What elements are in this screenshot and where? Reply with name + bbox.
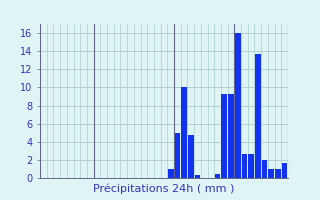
Bar: [221, 94, 227, 178]
Bar: [268, 169, 274, 178]
Bar: [168, 169, 173, 178]
Bar: [275, 169, 281, 178]
Bar: [255, 54, 261, 178]
X-axis label: Précipitations 24h ( mm ): Précipitations 24h ( mm ): [93, 184, 235, 194]
Bar: [195, 175, 200, 178]
Bar: [282, 163, 287, 178]
Bar: [215, 174, 220, 178]
Bar: [262, 160, 268, 178]
Bar: [188, 135, 194, 178]
Bar: [174, 133, 180, 178]
Bar: [242, 154, 247, 178]
Bar: [248, 154, 254, 178]
Bar: [181, 87, 187, 178]
Bar: [235, 33, 241, 178]
Bar: [228, 94, 234, 178]
